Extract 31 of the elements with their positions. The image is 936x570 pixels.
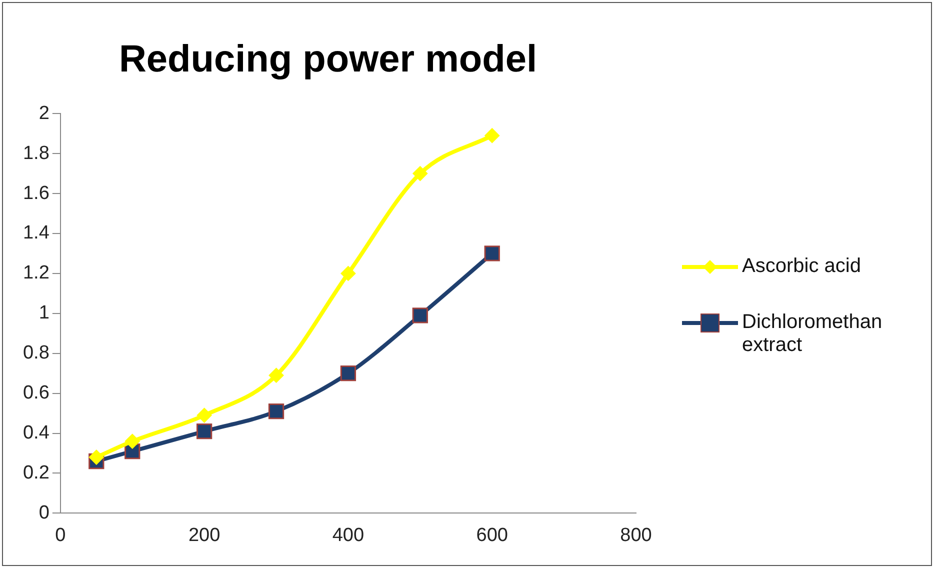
y-tick-label: 0.2 — [22, 462, 50, 484]
point — [484, 128, 500, 144]
point — [412, 166, 428, 182]
legend-label: Ascorbic acid — [742, 255, 861, 278]
point — [124, 434, 140, 449]
y-tick-label: 1.8 — [22, 142, 50, 164]
y-tick-label: 1.2 — [22, 262, 50, 284]
point — [268, 368, 284, 383]
x-tick-label: 400 — [332, 524, 364, 546]
y-tick-label: 0.8 — [22, 342, 50, 364]
point — [412, 308, 428, 324]
y-tick-label: 2 — [38, 102, 50, 124]
x-tick-label: 200 — [188, 524, 220, 546]
y-tick-label: 0.6 — [22, 382, 50, 404]
x-tick-label: 600 — [476, 524, 508, 546]
point — [484, 246, 500, 262]
x-tick-label: 800 — [620, 524, 652, 546]
x-tick-label: 0 — [55, 524, 66, 546]
point — [88, 450, 104, 465]
y-tick-label: 0 — [38, 502, 50, 524]
y-tick-label: 1 — [38, 302, 50, 324]
point — [196, 423, 212, 440]
chart-title: Reducing power model — [118, 38, 538, 80]
legend-label: Dichloromethan extract — [742, 311, 884, 357]
point — [268, 403, 284, 420]
point — [340, 266, 356, 281]
point — [196, 408, 212, 423]
y-tick-label: 0.4 — [22, 422, 50, 444]
point — [340, 366, 356, 382]
y-tick-label: 1.6 — [22, 182, 50, 204]
y-tick-label: 1.4 — [22, 222, 50, 244]
